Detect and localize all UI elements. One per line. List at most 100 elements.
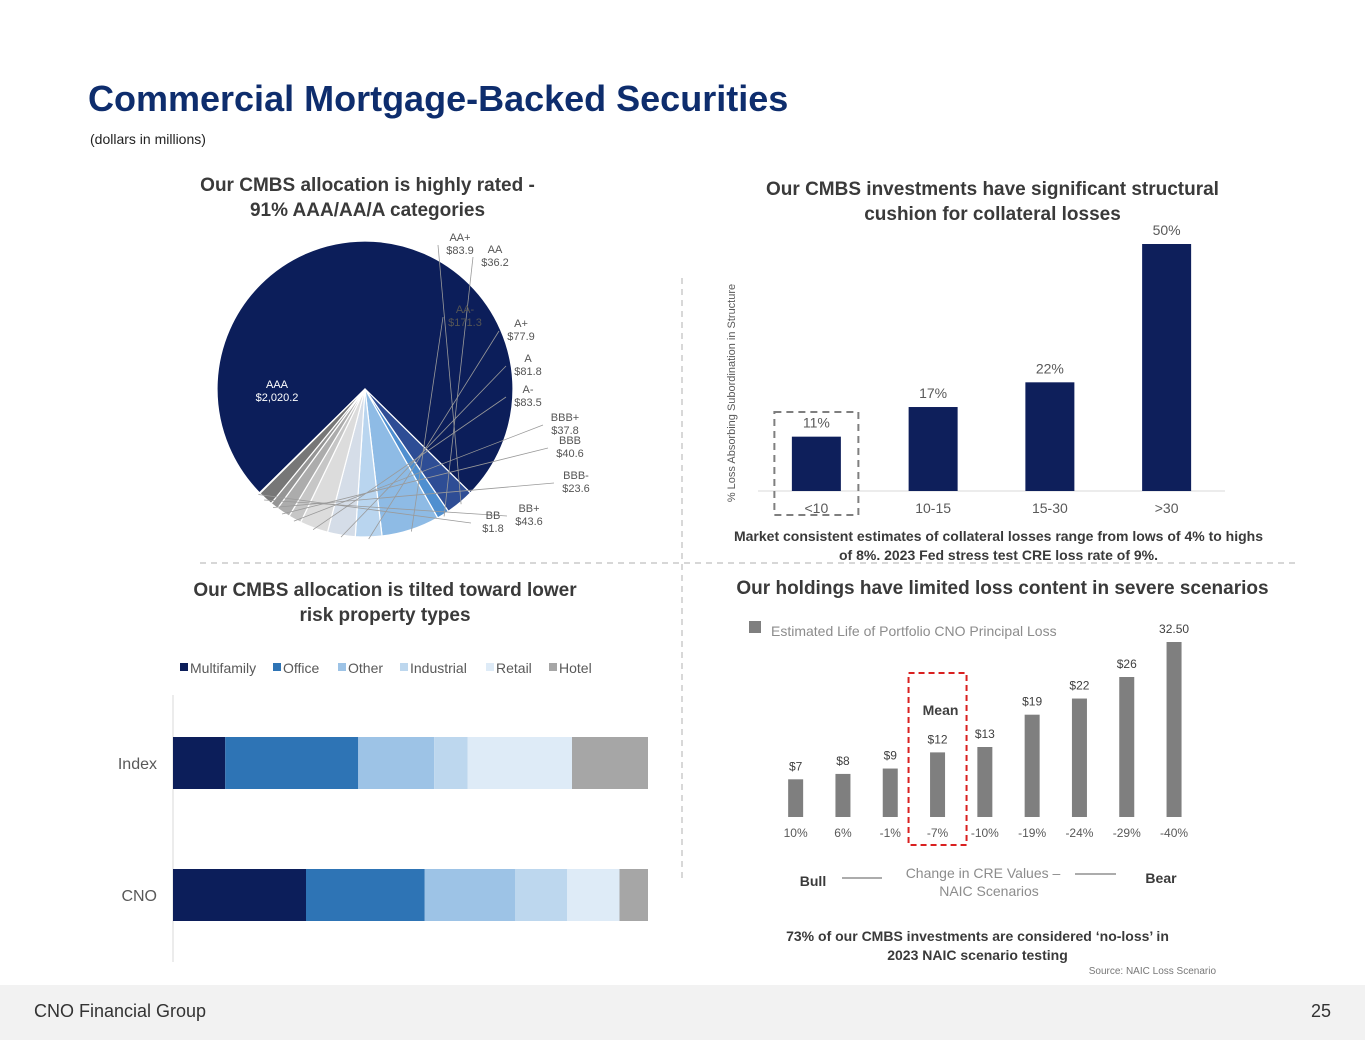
pie-leader-a: [312, 396, 507, 531]
ratings-pie-chart: AAA$2,020.2AA+$83.9 AA$36.2AA-$171.3 A+$77…: [216, 232, 590, 540]
scen-legend-label: Estimated Life of Portfolio CNO Principa…: [771, 623, 1057, 639]
prop-legend-label-multifamily: Multifamily: [190, 660, 256, 676]
scenarios-note-line1: 73% of our CMBS investments are consider…: [786, 928, 1169, 944]
prop-segment-cno-office: [306, 869, 425, 921]
sub-value-label-10: 11%: [803, 415, 830, 431]
scen-value-label-4: $13: [975, 727, 995, 741]
pie-value-bb: $1.8: [482, 523, 503, 535]
prop-legend-label-hotel: Hotel: [559, 660, 592, 676]
scenarios-note-line2: 2023 NAIC scenario testing: [887, 947, 1068, 963]
scen-mean-box: [907, 672, 968, 846]
sub-value-label-10-15: 17%: [919, 385, 947, 401]
pie-value-aaa: $2,020.2: [256, 392, 299, 404]
ratings-title-line1: Our CMBS allocation is highly rated -: [200, 175, 535, 196]
sub-tick-label-10: <10: [805, 500, 829, 516]
property-title-line1: Our CMBS allocation is tilted toward low…: [193, 580, 577, 601]
prop-segment-cno-hotel: [619, 869, 648, 921]
prop-segment-index-multifamily: [173, 737, 226, 789]
scen-tick-label-0: 10%: [784, 826, 808, 840]
source-note: Source: NAIC Loss Scenario: [1088, 966, 1216, 977]
scenario-loss-bar-chart: Estimated Life of Portfolio CNO Principa…: [749, 621, 1189, 899]
prop-segment-index-industrial: [434, 737, 468, 789]
pie-value-aa: $171.3: [448, 317, 482, 329]
scen-value-label-1: $8: [836, 754, 850, 768]
prop-legend-swatch-hotel: [549, 663, 557, 671]
scen-value-label-5: $19: [1022, 695, 1042, 709]
pie-leader-aa: [411, 316, 444, 532]
prop-category-label-index: Index: [118, 756, 157, 773]
sub-value-label-15-30: 22%: [1036, 360, 1064, 376]
ratings-title-line2: 91% AAA/AA/A categories: [249, 200, 486, 221]
sub-tick-label-30: >30: [1155, 500, 1179, 516]
prop-legend-label-other: Other: [348, 660, 383, 676]
subordination-note-line1: Market consistent estimates of collatera…: [733, 528, 1264, 544]
pie-leader-a: [340, 365, 507, 538]
pie-leader-aa: [443, 256, 474, 517]
property-title-line2: risk property types: [299, 605, 471, 626]
scen-bull-label: Bull: [800, 873, 826, 889]
subordination-note: Market consistent estimates of collatera…: [700, 527, 1297, 565]
scen-value-label-2: $9: [884, 749, 898, 763]
pie-label-bb: BB: [486, 510, 501, 522]
scen-bar-2: [882, 768, 898, 817]
pie-value-a: $83.5: [514, 397, 542, 409]
prop-legend-label-office: Office: [283, 660, 320, 676]
scen-value-label-8: 32.50: [1159, 622, 1189, 636]
scen-xlabel-line1: Change in CRE Values –: [906, 865, 1061, 881]
prop-legend-label-retail: Retail: [496, 660, 532, 676]
pie-label-bb: BB+: [518, 503, 539, 515]
sub-bar-10-15: [908, 407, 958, 491]
scen-tick-label-8: -40%: [1160, 826, 1188, 840]
subordination-title-line1: Our CMBS investments have significant st…: [766, 179, 1219, 200]
scen-value-label-3: $12: [928, 732, 948, 746]
sub-bar-30: [1142, 244, 1192, 491]
pie-leader-bb: [258, 494, 472, 524]
pie-label-bbb: BBB+: [551, 412, 579, 424]
scen-bar-1: [835, 773, 851, 817]
pie-label-aaa: AAA: [266, 379, 289, 391]
prop-segment-index-hotel: [572, 737, 648, 789]
page-subtitle: (dollars in millions): [90, 131, 206, 147]
scenarios-panel-title: Our holdings have limited loss content i…: [736, 578, 1269, 599]
ratings-panel-title: Our CMBS allocation is highly rated - 91…: [150, 173, 585, 223]
page-number: 25: [1310, 1001, 1331, 1021]
prop-segment-index-other: [358, 737, 435, 789]
pie-label-a: A+: [514, 318, 528, 330]
footer-company: CNO Financial Group: [34, 1001, 207, 1021]
pie-value-aa: $83.9: [446, 245, 474, 257]
pie-label-aa: AA+: [449, 232, 470, 244]
subordination-title-line2: cushion for collateral losses: [864, 204, 1121, 225]
pie-label-bbb: BBB-: [563, 470, 589, 482]
pie-slice-bb: [258, 388, 366, 495]
prop-category-label-cno: CNO: [121, 888, 157, 905]
scen-bar-0: [788, 779, 804, 817]
sub-value-label-30: 50%: [1153, 222, 1181, 238]
scen-tick-label-2: -1%: [880, 826, 902, 840]
pie-leader-aa: [437, 244, 462, 505]
prop-segment-cno-other: [424, 869, 515, 921]
scenarios-note: 73% of our CMBS investments are consider…: [700, 927, 1255, 965]
prop-segment-cno-multifamily: [173, 869, 306, 921]
pie-label-a: A: [524, 353, 532, 365]
pie-value-a: $81.8: [514, 366, 542, 378]
scen-value-label-6: $22: [1069, 679, 1089, 693]
scen-tick-label-1: 6%: [834, 826, 852, 840]
scen-bar-5: [1024, 714, 1040, 817]
pie-leader-a: [368, 330, 500, 540]
property-stacked-bar-chart: Multifamily Office Other Industrial Retail Ho…: [118, 660, 648, 962]
sub-highlight-box: [773, 411, 860, 516]
prop-legend-swatch-multifamily: [180, 663, 188, 671]
subordination-panel-title: Our CMBS investments have significant st…: [700, 177, 1285, 227]
scen-mean-label: Mean: [923, 702, 959, 718]
scen-tick-label-4: -10%: [971, 826, 999, 840]
scen-xlabel-line2: NAIC Scenarios: [939, 883, 1039, 899]
pie-leader-bb: [264, 499, 508, 517]
prop-segment-cno-industrial: [515, 869, 568, 921]
pie-value-bbb: $23.6: [562, 483, 590, 495]
prop-segment-cno-retail: [567, 869, 620, 921]
scen-legend-swatch: [749, 621, 761, 633]
scen-bar-3: [930, 752, 946, 817]
prop-legend-label-industrial: Industrial: [410, 660, 467, 676]
prop-segment-index-office: [225, 737, 359, 789]
scen-tick-label-5: -19%: [1018, 826, 1046, 840]
